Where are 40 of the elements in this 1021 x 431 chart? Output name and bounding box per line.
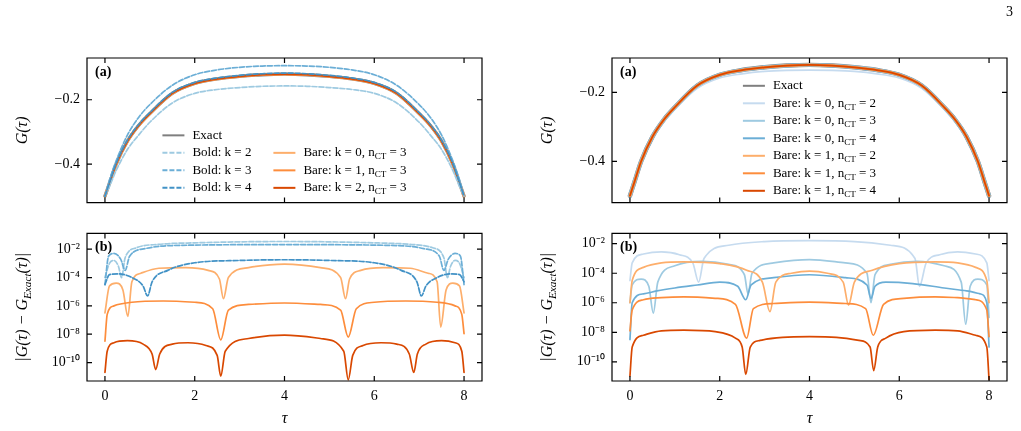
x-axis-title: τ	[281, 409, 289, 427]
y-tick-label: 10⁻⁶	[581, 294, 606, 310]
y-axis-title: |G(τ) − GExact(τ)|	[13, 252, 33, 362]
y-axis-title: G(τ)	[13, 116, 32, 145]
x-tick-label: 4	[281, 388, 288, 404]
x-tick-label: 6	[370, 388, 378, 404]
x-tick-label: 2	[191, 388, 199, 404]
y-axis-title: G(τ)	[538, 116, 557, 145]
legend-label: Bold: k = 3	[192, 161, 252, 177]
y-tick-label: 10⁻⁶	[56, 297, 81, 313]
text: 3	[1006, 3, 1013, 19]
y-tick-label: 10⁻⁴	[56, 269, 81, 285]
x-tick-label: 6	[895, 388, 903, 404]
legend-label: Exact	[192, 126, 223, 142]
x-tick-label: 8	[460, 388, 468, 404]
annotation: (a)	[95, 63, 112, 80]
x-tick-label: 0	[626, 388, 634, 404]
y-tick-label: −0.4	[54, 155, 80, 171]
y-tick-label: −0.4	[579, 152, 605, 168]
annotation: (b)	[620, 239, 638, 256]
legend-label: Bold: k = 4	[192, 179, 252, 195]
y-tick-label: −0.2	[579, 84, 605, 100]
y-tick-label: 10⁻⁴	[581, 264, 606, 280]
y-tick-label: 10⁻⁸	[581, 323, 606, 339]
y-tick-label: 10⁻²	[581, 235, 605, 251]
x-tick-label: 8	[985, 388, 993, 404]
annotation: (a)	[620, 63, 637, 80]
y-tick-label: −0.2	[54, 91, 80, 107]
annotation: (b)	[95, 239, 113, 256]
x-tick-label: 4	[806, 388, 813, 404]
x-axis-title: τ	[806, 409, 814, 427]
y-tick-label: 10⁻⁸	[56, 325, 81, 341]
y-tick-label: 10⁻¹⁰	[576, 353, 605, 369]
legend-label: Bold: k = 2	[192, 144, 252, 160]
x-tick-label: 2	[716, 388, 724, 404]
legend-label: Exact	[772, 77, 803, 93]
y-tick-label: 10⁻¹⁰	[51, 354, 80, 370]
y-tick-label: 10⁻²	[56, 240, 80, 256]
x-tick-label: 0	[101, 388, 109, 404]
y-axis-title: |G(τ) − GExact(τ)|	[538, 252, 558, 362]
